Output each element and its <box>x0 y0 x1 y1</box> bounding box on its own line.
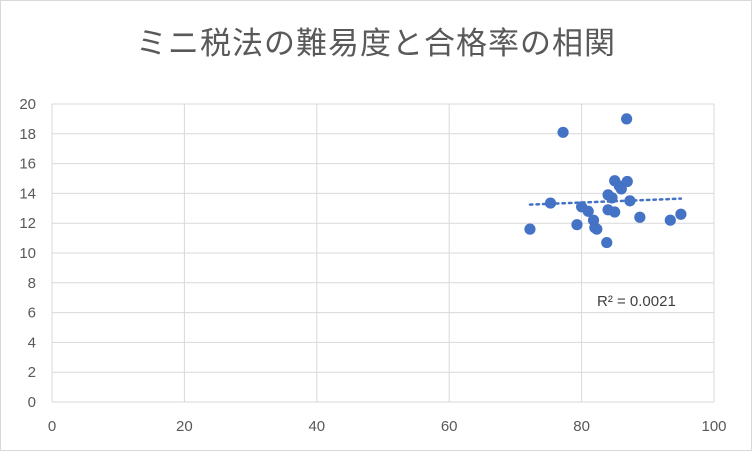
data-point <box>601 236 613 249</box>
y-tick-label: 16 <box>19 156 36 173</box>
data-point <box>544 197 557 209</box>
grid <box>51 103 715 403</box>
x-tick-label: 0 <box>48 418 56 435</box>
data-point <box>571 219 583 231</box>
y-tick-label: 12 <box>19 215 36 232</box>
x-tick-label: 40 <box>308 418 325 435</box>
data-point <box>557 126 569 138</box>
data-point <box>634 211 646 223</box>
y-tick-label: 10 <box>19 245 36 262</box>
x-tick-label: 20 <box>176 418 193 435</box>
y-tick-label: 18 <box>19 126 36 143</box>
data-point <box>675 208 687 220</box>
x-tick-label: 60 <box>441 418 458 435</box>
r-squared-label: R² = 0.0021 <box>597 293 676 310</box>
data-point <box>624 195 636 207</box>
data-point <box>582 205 594 217</box>
y-tick-label: 0 <box>28 394 36 411</box>
data-point <box>664 214 676 226</box>
chart-title: ミニ税法の難易度と合格率の相関 <box>136 26 616 62</box>
data-points <box>524 113 687 249</box>
x-tick-label: 80 <box>573 418 590 435</box>
axis-labels: 0 2 4 6 8 10 12 14 16 18 20 0 20 40 60 80 100 <box>19 96 726 435</box>
y-tick-label: 14 <box>19 185 36 202</box>
data-point <box>621 113 633 125</box>
data-point <box>609 206 621 218</box>
y-tick-label: 2 <box>28 364 36 381</box>
y-tick-label: 8 <box>28 275 36 292</box>
y-tick-label: 6 <box>28 305 36 322</box>
y-tick-label: 4 <box>28 334 36 351</box>
x-tick-label: 100 <box>701 418 726 435</box>
y-tick-label: 20 <box>19 96 36 113</box>
data-point <box>524 223 536 235</box>
data-point <box>615 183 627 195</box>
data-point <box>621 175 633 188</box>
data-point <box>606 192 618 204</box>
data-point <box>591 223 603 235</box>
